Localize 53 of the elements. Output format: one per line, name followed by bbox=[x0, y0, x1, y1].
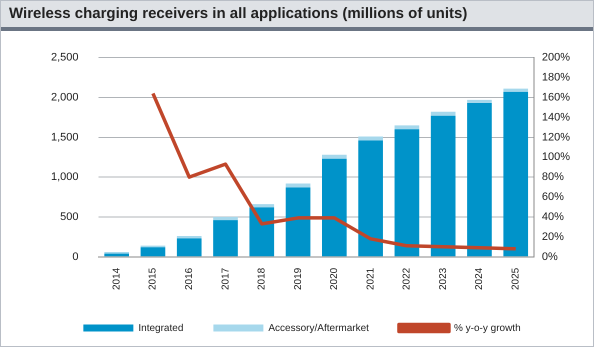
y2-tick-label: 60% bbox=[542, 191, 564, 204]
bar bbox=[104, 254, 129, 256]
x-tick-label: 2022 bbox=[402, 267, 413, 290]
bar bbox=[140, 247, 166, 256]
y2-tick-label: 40% bbox=[542, 210, 564, 223]
y-tick-label: 2,000 bbox=[50, 91, 79, 104]
legend-label: Accessory/Aftermarket bbox=[268, 322, 370, 334]
y2-tick-label: 0% bbox=[542, 250, 558, 263]
x-tick-label: 2018 bbox=[256, 267, 268, 290]
x-tick-label: 2024 bbox=[474, 267, 486, 290]
y2-tick-label: 160% bbox=[542, 91, 570, 104]
bar bbox=[358, 140, 383, 256]
y-tick-label: 0 bbox=[72, 250, 79, 263]
bar bbox=[467, 103, 492, 256]
bar bbox=[176, 238, 202, 256]
y2-tick-label: 20% bbox=[542, 230, 564, 243]
y-tick-label: 2,500 bbox=[50, 52, 79, 64]
bar bbox=[503, 88, 528, 92]
bar bbox=[213, 220, 238, 256]
y2-tick-label: 180% bbox=[542, 72, 570, 84]
bar bbox=[503, 92, 528, 256]
bar bbox=[286, 183, 310, 188]
bar bbox=[394, 129, 420, 256]
x-tick-label: 2016 bbox=[184, 267, 195, 290]
x-tick-label: 2017 bbox=[220, 267, 232, 290]
y2-tick-label: 200% bbox=[542, 52, 570, 64]
bar bbox=[213, 216, 238, 220]
bar bbox=[430, 112, 456, 116]
x-tick-label: 2020 bbox=[329, 267, 340, 290]
x-tick-label: 2021 bbox=[365, 267, 376, 290]
bar bbox=[467, 100, 492, 104]
chart-title: Wireless charging receivers in all applications (millions of units) bbox=[1, 1, 593, 31]
legend-label: % y-o-y growth bbox=[454, 322, 521, 334]
bar bbox=[394, 125, 420, 130]
y2-tick-label: 140% bbox=[542, 111, 570, 124]
legend-label: Integrated bbox=[138, 322, 184, 334]
x-tick-label: 2019 bbox=[292, 267, 304, 290]
bar bbox=[358, 136, 383, 140]
y2-tick-label: 80% bbox=[542, 171, 564, 184]
bar bbox=[322, 154, 347, 159]
bar bbox=[322, 158, 347, 256]
x-tick-label: 2023 bbox=[438, 267, 449, 290]
y2-tick-label: 120% bbox=[542, 131, 570, 144]
bar bbox=[430, 116, 456, 256]
x-tick-label: 2025 bbox=[510, 267, 522, 290]
y-tick-label: 1,500 bbox=[50, 131, 79, 144]
y2-tick-label: 100% bbox=[542, 151, 570, 164]
bar bbox=[249, 207, 274, 256]
bar bbox=[286, 187, 310, 256]
x-tick-label: 2015 bbox=[148, 267, 159, 290]
x-tick-label: 2014 bbox=[111, 267, 122, 290]
y-tick-label: 500 bbox=[60, 210, 79, 223]
y-tick-label: 1,000 bbox=[50, 171, 79, 184]
